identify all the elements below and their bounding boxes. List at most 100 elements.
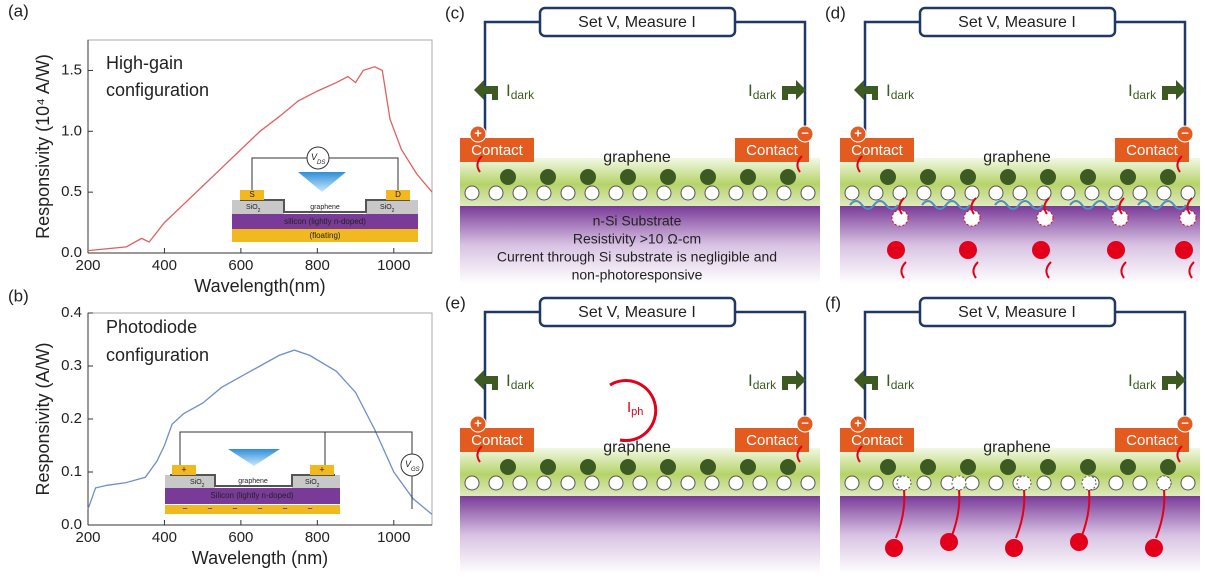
hole [776, 185, 792, 201]
current-arrow [474, 370, 498, 390]
hole [964, 185, 980, 201]
electron [1000, 169, 1016, 185]
hole [844, 475, 860, 491]
inset-text: SiO2 [380, 204, 395, 214]
substrate-band [840, 496, 1200, 574]
wire [483, 20, 807, 136]
contact-label: Contact [471, 142, 524, 159]
photo-electron [1175, 241, 1193, 259]
hole [1108, 475, 1124, 491]
current-arrow [854, 80, 878, 100]
carrier-path [895, 489, 906, 539]
hole [608, 475, 624, 491]
carrier-arrow [1176, 155, 1183, 173]
y-tick-label: 1.5 [61, 61, 82, 78]
electron [1040, 169, 1056, 185]
inset-text-sub: 2 [202, 483, 205, 489]
carrier-arrow [1176, 445, 1183, 463]
photon [849, 200, 899, 210]
contact-label: Contact [851, 432, 904, 449]
hole [1012, 185, 1028, 201]
electron [960, 169, 976, 185]
substrate-note: Current through Si substrate is negligib… [497, 249, 777, 265]
current-arrow [474, 80, 498, 100]
carrier-path [1155, 489, 1166, 539]
carrier-arrow [1186, 197, 1193, 215]
photon [1137, 200, 1187, 210]
panel-label: (f) [825, 293, 841, 312]
inset-text: graphene [238, 478, 268, 485]
photon [1069, 200, 1119, 210]
hole [1132, 185, 1148, 201]
hole [800, 185, 816, 201]
graphene-sheet [170, 474, 335, 487]
meter-label: VDS [311, 152, 325, 165]
wire [179, 431, 413, 509]
current-label-sub: dark [891, 378, 915, 392]
x-tick-label: 600 [228, 257, 253, 274]
contact [1115, 428, 1189, 452]
panel-label: (d) [825, 3, 846, 22]
terminal [796, 415, 814, 433]
back-gate [232, 229, 418, 242]
electrode [240, 190, 264, 200]
carrier-arrow [970, 197, 977, 215]
hole [464, 475, 480, 491]
hole [656, 185, 672, 201]
annotation: configuration [106, 345, 209, 365]
carrier-path [1015, 489, 1026, 539]
current-arrow [854, 370, 878, 390]
contact-label: Contact [1126, 432, 1179, 449]
oxide [165, 475, 215, 488]
x-tick-label: 200 [75, 257, 100, 274]
wire [863, 20, 1187, 136]
hole [512, 475, 528, 491]
hole [844, 185, 860, 201]
inset-text-main: SiO [305, 479, 317, 486]
electron [880, 459, 896, 475]
back-gate [165, 505, 340, 514]
meter-box [538, 6, 737, 38]
hole [680, 475, 696, 491]
y-tick-label: 0.0 [61, 516, 82, 533]
inset-text: S [249, 190, 254, 199]
y-tick-label: 0.3 [61, 357, 82, 374]
panel-label: (e) [445, 293, 466, 312]
meter-label: Set V, Measure I [958, 14, 1076, 31]
contact-label: Contact [746, 432, 799, 449]
hole [464, 185, 480, 201]
meter [400, 453, 424, 477]
hole [560, 185, 576, 201]
current-label: Idark [1128, 81, 1157, 102]
terminal-sign: + [474, 125, 482, 140]
hole [752, 475, 768, 491]
electron [1080, 169, 1096, 185]
contact-label: Contact [746, 142, 799, 159]
current-label: Idark [886, 371, 915, 392]
hole [1180, 475, 1196, 491]
carrier-arrow [898, 197, 905, 215]
carrier-path [1080, 489, 1091, 539]
x-tick-label: 800 [305, 257, 330, 274]
hole [988, 185, 1004, 201]
hole [728, 185, 744, 201]
carrier-arrow [1120, 261, 1127, 279]
carrier-arrow [476, 155, 483, 173]
hole [1060, 185, 1076, 201]
terminal [849, 415, 867, 433]
hole [560, 475, 576, 491]
inset-text: silicon (lightly n-doped) [284, 217, 366, 226]
carrier-arrow [1045, 261, 1052, 279]
electrode [386, 190, 410, 200]
hole [752, 185, 768, 201]
photon [921, 200, 971, 210]
terminal-sign: − [1181, 415, 1189, 430]
terminal-sign: − [801, 415, 809, 430]
terminal [796, 125, 814, 143]
inset-text: (floating) [309, 231, 340, 240]
x-tick-label: 1000 [377, 529, 410, 546]
inset-text: D [395, 190, 401, 199]
